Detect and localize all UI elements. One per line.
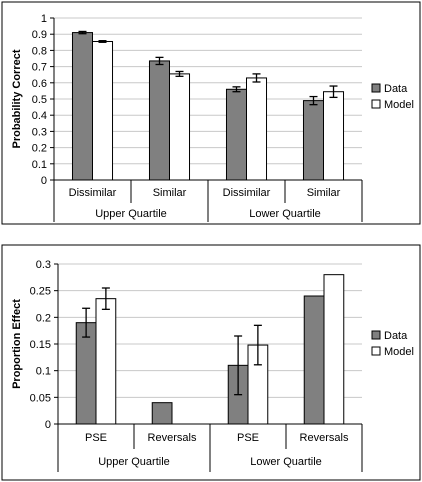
bar-data [75,322,97,425]
y-tick-label: 0.05 [30,392,51,404]
y-tick-label: 0.1 [32,159,47,171]
legend-label-data: Data [384,83,408,95]
y-tick-label: 0.5 [32,94,47,106]
x-tick-label: PSE [237,432,259,444]
bar-model [323,274,345,425]
x-tick-label: PSE [85,432,107,444]
y-tick-label: 0.15 [30,339,51,351]
bar-data [151,402,173,425]
y-tick-label: 0.8 [32,45,47,57]
y-tick-label: 0 [45,419,51,431]
x-tick-label: Reversals [300,432,349,444]
x-group-label: Upper Quartile [95,208,167,220]
y-tick-label: 0.3 [32,126,47,138]
bar-data [71,32,94,181]
bar-model [246,77,268,181]
bar-model [169,73,191,181]
chart-proportion-effect: 0 0.05 0.1 0.15 0.2 0.25 0.3 Proportion Effect P… [1,244,421,481]
bar-data [148,60,170,181]
y-tick-label: 0.2 [36,312,51,324]
y-tick-label: 1 [41,13,47,25]
bar-model [323,91,345,181]
legend-label-model: Model [384,99,414,111]
x-tick-label: Similar [307,187,341,199]
y-tick-label: 0.2 [32,143,47,155]
legend-swatch-model [371,99,381,109]
x-tick-label: Similar [153,187,187,199]
chart-frame [1,1,421,225]
chart-frame [1,244,421,481]
x-tick-label: Reversals [148,432,197,444]
y-tick-label: 0.7 [32,62,47,74]
y-tick-label: 0.4 [32,110,47,122]
y-tick-label: 0 [41,175,47,187]
x-tick-label: Dissimilar [223,187,271,199]
x-group-label: Upper Quartile [98,456,170,468]
x-tick-label: Dissimilar [69,187,117,199]
legend-label-data: Data [384,330,408,342]
bar-model [92,40,114,181]
x-group-label: Lower Quartile [250,456,322,468]
bar-model [95,298,117,425]
legend-swatch-data [371,83,381,93]
y-tick-label: 0.6 [32,78,47,90]
y-tick-label: 0.1 [36,366,51,378]
y-tick-label: 0.3 [36,259,51,271]
bar-data [303,295,325,425]
legend-swatch-data [371,330,381,340]
y-tick-label: 0.9 [32,29,47,41]
bar-data [302,100,325,181]
y-tick-label: 0.25 [30,286,51,298]
chart-probability-correct: 0 0.1 0.2 0.3 0.4 0.5 0.6 0.7 0.8 0.9 1 Probability… [1,1,421,225]
legend-label-model: Model [384,346,414,358]
y-axis-label: Proportion Effect [11,299,23,389]
x-group-label: Lower Quartile [249,208,321,220]
legend-swatch-model [371,346,381,356]
y-axis-label: Probability Correct [11,49,23,148]
bar-data [225,88,247,181]
